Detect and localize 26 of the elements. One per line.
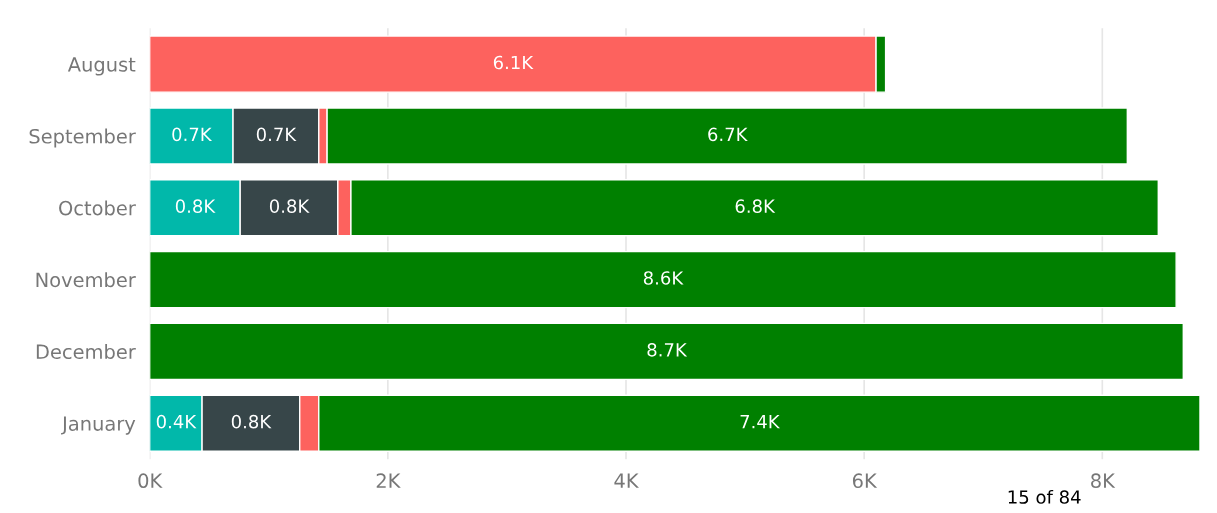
x-tick-label: 2K bbox=[376, 473, 401, 488]
data-label: 0.7K bbox=[256, 127, 297, 142]
data-label: 0.8K bbox=[269, 199, 310, 213]
x-tick-label: 0K bbox=[138, 473, 163, 489]
bar bbox=[149, 322, 1184, 381]
data-label: 8.6K bbox=[643, 271, 684, 285]
y-tick-label: August bbox=[67, 57, 136, 76]
data-label: 6.8K bbox=[735, 199, 776, 213]
data-label: 7.4K bbox=[740, 415, 781, 429]
data-label: 0.8K bbox=[175, 199, 216, 213]
x-tick-label: 6K bbox=[852, 473, 878, 489]
y-tick-label: December bbox=[36, 344, 136, 360]
data-label: 8.7K bbox=[647, 342, 688, 357]
y-tick-label: September bbox=[29, 128, 136, 148]
data-label: 6.1K bbox=[493, 55, 534, 70]
y-tick-label: November bbox=[36, 272, 136, 288]
data-label: 0.4K bbox=[156, 414, 197, 429]
bar bbox=[149, 250, 1177, 309]
y-tick-label: October bbox=[59, 200, 136, 216]
data-label: 0.7K bbox=[172, 127, 213, 142]
x-tick-label: 8K bbox=[1091, 473, 1116, 489]
text: 15 of 84 bbox=[1008, 489, 1081, 504]
data-label: 6.7K bbox=[708, 127, 748, 142]
y-tick-label: January bbox=[61, 416, 136, 435]
x-tick-label: 4K bbox=[614, 473, 639, 488]
data-label: 0.8K bbox=[231, 414, 272, 429]
